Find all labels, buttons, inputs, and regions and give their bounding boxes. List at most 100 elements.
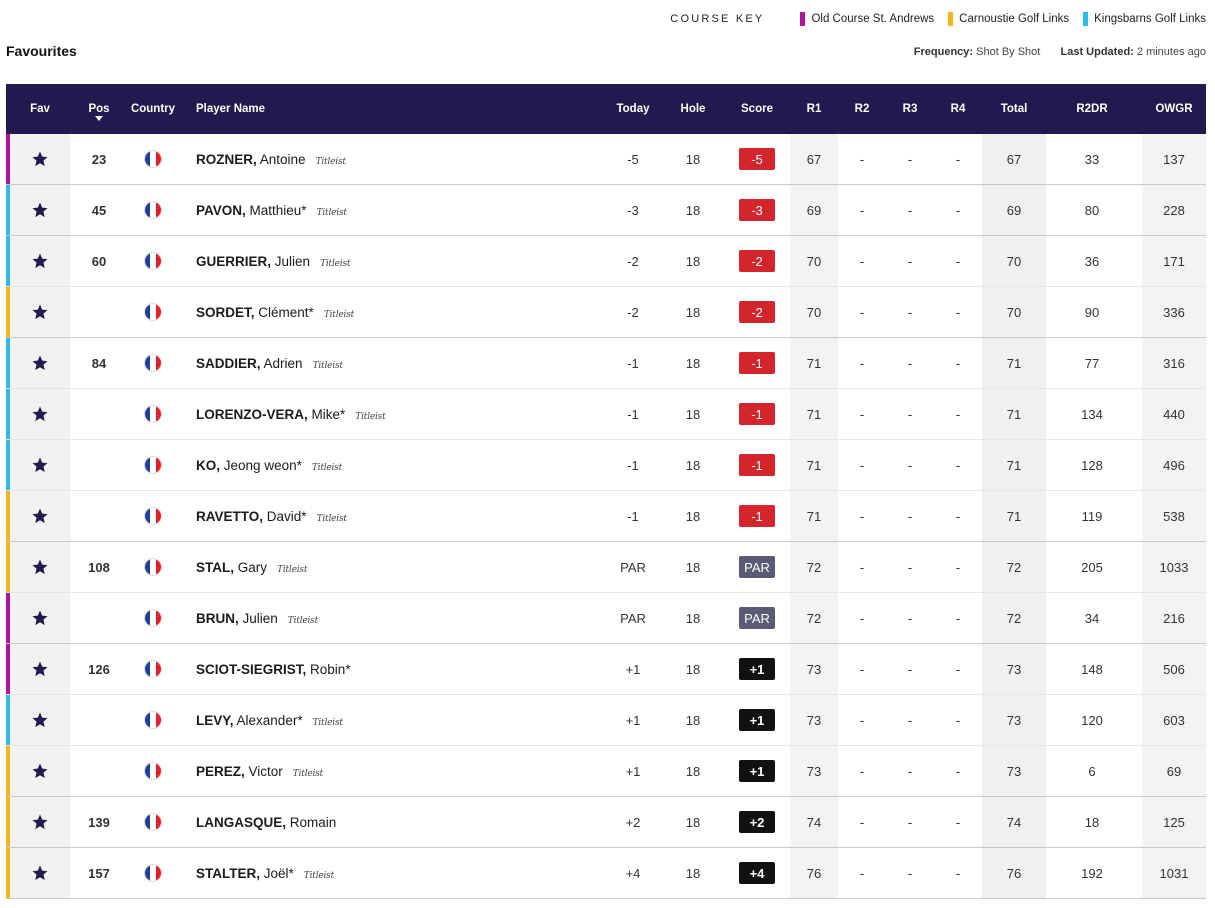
score-cell: +2 <box>730 797 784 847</box>
country-cell <box>124 593 182 643</box>
player-name-cell[interactable]: LEVY, Alexander* Titleist <box>196 695 596 745</box>
score-cell: +1 <box>730 644 784 694</box>
owgr: 137 <box>1163 151 1185 167</box>
table-row[interactable]: BRUN, Julien Titleist PAR 18 PAR 72 - - - 72 34 216 <box>6 593 1206 644</box>
player-name-cell[interactable]: PAVON, Matthieu* Titleist <box>196 185 596 235</box>
col-fav[interactable]: Fav <box>30 103 50 115</box>
table-row[interactable]: SORDET, Clément* Titleist -2 18 -2 70 - - - 70 90 3… <box>6 287 1206 338</box>
table-body: 23 ROZNER, Antoine Titleist -5 18 -5 67- - -67 33… <box>6 134 1206 899</box>
france-flag-icon <box>144 864 162 882</box>
total: 70 <box>1006 304 1022 320</box>
player-surname: SADDIER, <box>196 355 261 371</box>
player-surname: LORENZO-VERA, <box>196 406 308 422</box>
col-total[interactable]: Total <box>1000 103 1028 115</box>
favourite-star-button[interactable] <box>10 185 70 235</box>
favourite-star-button[interactable] <box>10 644 70 694</box>
table-row[interactable]: LORENZO-VERA, Mike* Titleist -1 18 -1 71 - - - 71… <box>6 389 1206 440</box>
player-name-cell[interactable]: ROZNER, Antoine Titleist <box>196 134 596 184</box>
favourite-star-button[interactable] <box>10 797 70 847</box>
table-row[interactable]: KO, Jeong weon* Titleist -1 18 -1 71 - - - 71 128 4… <box>6 440 1206 491</box>
table-row[interactable]: PEREZ, Victor Titleist +1 18 +1 73 - - - 73 6 69 <box>6 746 1206 797</box>
round-2: - <box>859 151 865 167</box>
round-2: - <box>859 253 865 269</box>
col-player-name[interactable]: Player Name <box>196 103 266 115</box>
col-pos[interactable]: Pos <box>70 84 128 134</box>
col-hole[interactable]: Hole <box>680 103 706 115</box>
favourite-star-button[interactable] <box>10 287 70 337</box>
player-name-cell[interactable]: STALTER, Joël* Titleist <box>196 848 596 898</box>
round-1: 72 <box>806 610 822 626</box>
favourite-star-button[interactable] <box>10 695 70 745</box>
round-2: - <box>859 304 865 320</box>
col-r1[interactable]: R1 <box>806 103 822 115</box>
col-r3[interactable]: R3 <box>902 103 918 115</box>
hole: 18 <box>685 202 701 218</box>
round-4: - <box>955 406 961 422</box>
table-row[interactable]: 45 PAVON, Matthieu* Titleist -3 18 -3 69 - - - 69 8… <box>6 185 1206 236</box>
player-name-cell[interactable]: STAL, Gary Titleist <box>196 542 596 592</box>
favourite-star-button[interactable] <box>10 848 70 898</box>
favourite-star-button[interactable] <box>10 389 70 439</box>
player-name-cell[interactable]: PEREZ, Victor Titleist <box>196 746 596 796</box>
round-1: 73 <box>806 712 822 728</box>
round-2: - <box>859 457 865 473</box>
favourite-star-button[interactable] <box>10 542 70 592</box>
r2dr: 120 <box>1081 712 1103 728</box>
table-row[interactable]: 126 SCIOT-SIEGRIST, Robin* +1 18 +1 73 - - - 73 14… <box>6 644 1206 695</box>
country-cell <box>124 695 182 745</box>
player-surname: RAVETTO, <box>196 508 264 524</box>
player-name-cell[interactable]: SADDIER, Adrien Titleist <box>196 338 596 388</box>
score-badge: +1 <box>739 760 775 782</box>
france-flag-icon <box>144 507 162 525</box>
country-cell <box>124 542 182 592</box>
r2dr: 148 <box>1081 661 1103 677</box>
table-row[interactable]: 84 SADDIER, Adrien Titleist -1 18 -1 71 - - - 71 77… <box>6 338 1206 389</box>
hole: 18 <box>685 814 701 830</box>
col-country[interactable]: Country <box>130 103 176 115</box>
star-icon <box>31 711 49 729</box>
favourite-star-button[interactable] <box>10 593 70 643</box>
table-row[interactable]: 139 LANGASQUE, Romain +2 18 +2 74 - - - 74 18 125 <box>6 797 1206 848</box>
col-score[interactable]: Score <box>741 103 773 115</box>
col-r2dr[interactable]: R2DR <box>1076 103 1108 115</box>
player-name-cell[interactable]: RAVETTO, David* Titleist <box>196 491 596 541</box>
table-row[interactable]: LEVY, Alexander* Titleist +1 18 +1 73 - - - 73 120… <box>6 695 1206 746</box>
country-cell <box>124 440 182 490</box>
table-row[interactable]: 108 STAL, Gary Titleist PAR 18 PAR 72 - - - 72 205 1… <box>6 542 1206 593</box>
round-4: - <box>955 508 961 524</box>
favourite-star-button[interactable] <box>10 746 70 796</box>
favourite-star-button[interactable] <box>10 440 70 490</box>
round-3: - <box>907 355 913 371</box>
col-r4[interactable]: R4 <box>950 103 966 115</box>
table-row[interactable]: 157 STALTER, Joël* Titleist +4 18 +4 76 - - - 76 19… <box>6 848 1206 899</box>
table-row[interactable]: 60 GUERRIER, Julien Titleist -2 18 -2 70 - - - 70 3… <box>6 236 1206 287</box>
favourite-star-button[interactable] <box>10 134 70 184</box>
player-name-cell[interactable]: GUERRIER, Julien Titleist <box>196 236 596 286</box>
round-1: 70 <box>806 253 822 269</box>
favourite-star-button[interactable] <box>10 236 70 286</box>
table-row[interactable]: RAVETTO, David* Titleist -1 18 -1 71 - - - 71 119 5… <box>6 491 1206 542</box>
table-row[interactable]: 23 ROZNER, Antoine Titleist -5 18 -5 67 - - - 67 33… <box>6 134 1206 185</box>
player-name-cell[interactable]: LORENZO-VERA, Mike* Titleist <box>196 389 596 439</box>
favourite-star-button[interactable] <box>10 338 70 388</box>
player-name-cell[interactable]: KO, Jeong weon* Titleist <box>196 440 596 490</box>
col-today[interactable]: Today <box>616 103 650 115</box>
owgr: 440 <box>1163 406 1185 422</box>
player-name-cell[interactable]: BRUN, Julien Titleist <box>196 593 596 643</box>
star-icon <box>31 762 49 780</box>
france-flag-icon <box>144 252 162 270</box>
player-name-cell[interactable]: SORDET, Clément* Titleist <box>196 287 596 337</box>
player-surname: SCIOT-SIEGRIST, <box>196 661 307 677</box>
r2dr: 134 <box>1081 406 1103 422</box>
course-indicator <box>6 491 10 541</box>
player-name-cell[interactable]: SCIOT-SIEGRIST, Robin* <box>196 644 596 694</box>
col-owgr[interactable]: OWGR <box>1155 103 1193 115</box>
hole: 18 <box>685 712 701 728</box>
france-flag-icon <box>144 711 162 729</box>
last-updated-value: 2 minutes ago <box>1136 46 1206 58</box>
col-r2[interactable]: R2 <box>854 103 870 115</box>
frequency-label: Frequency: <box>913 46 974 58</box>
player-firstname: Matthieu* <box>249 202 307 218</box>
player-name-cell[interactable]: LANGASQUE, Romain <box>196 797 596 847</box>
favourite-star-button[interactable] <box>10 491 70 541</box>
